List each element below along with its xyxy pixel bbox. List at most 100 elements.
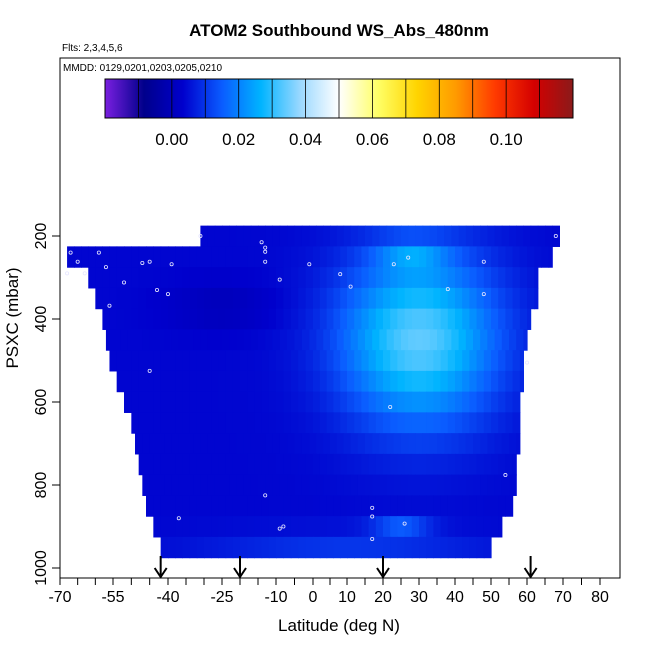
- heatmap-cell: [426, 536, 434, 559]
- heatmap-cell: [211, 495, 219, 517]
- heatmap-cell: [279, 474, 288, 496]
- heatmap-cell: [182, 516, 191, 538]
- heatmap-cell: [361, 246, 370, 268]
- heatmap-cell: [222, 433, 230, 455]
- heatmap-cell: [483, 287, 492, 310]
- latitude-arrow: [153, 556, 168, 579]
- heatmap-cell: [175, 246, 183, 268]
- heatmap-cell: [404, 536, 413, 559]
- heatmap-cell: [397, 350, 406, 372]
- heatmap-cell: [365, 225, 373, 247]
- heatmap-cell: [437, 329, 445, 351]
- heatmap-cell: [309, 433, 317, 455]
- heatmap-cell: [283, 412, 292, 434]
- heatmap-cell: [131, 267, 140, 289]
- heatmap-cell: [491, 391, 499, 413]
- sample-point: [406, 255, 411, 260]
- sample-point: [370, 536, 375, 541]
- heatmap-cell: [354, 516, 362, 538]
- heatmap-cell: [261, 308, 270, 330]
- heatmap-cell: [323, 433, 331, 455]
- colorbar-tick-label: 0.00: [155, 130, 188, 149]
- heatmap-cell: [313, 412, 321, 434]
- heatmap-cell: [516, 329, 524, 351]
- heatmap-cell: [305, 391, 314, 413]
- heatmap-cell: [433, 536, 442, 559]
- heatmap-cell: [462, 536, 470, 559]
- heatmap-cell: [265, 225, 273, 247]
- heatmap-cell: [189, 308, 198, 330]
- sample-point: [176, 516, 181, 521]
- heatmap-cell: [204, 495, 212, 517]
- heatmap-cell: [196, 391, 205, 413]
- heatmap-cell: [411, 536, 420, 559]
- latitude-arrow: [233, 556, 247, 579]
- heatmap-cell: [455, 412, 463, 434]
- heatmap-cell: [527, 308, 532, 330]
- heatmap-cell: [240, 350, 248, 372]
- heatmap-cell: [491, 516, 499, 538]
- heatmap-cell: [333, 412, 341, 434]
- heatmap-cell: [236, 474, 245, 496]
- heatmap-cell: [458, 225, 467, 247]
- heatmap-cell: [426, 516, 434, 538]
- heatmap-cell: [240, 308, 248, 330]
- heatmap-cell: [261, 536, 270, 559]
- heatmap-cell: [469, 495, 478, 517]
- heatmap-cell: [283, 516, 292, 538]
- heatmap-cell: [512, 370, 521, 393]
- heatmap-cell: [483, 495, 492, 517]
- heatmap-cell: [168, 287, 176, 310]
- heatmap-cell: [247, 495, 255, 517]
- heatmap-cell: [469, 287, 478, 310]
- heatmap-cell: [455, 350, 463, 372]
- heatmap-cell: [236, 433, 245, 455]
- heatmap-cell: [323, 329, 331, 351]
- heatmap-cell: [354, 370, 362, 393]
- heatmap-cell: [254, 536, 263, 559]
- heatmap-cell: [336, 329, 345, 351]
- heatmap-cell: [455, 495, 463, 517]
- x-tick-label: 60: [518, 589, 536, 606]
- heatmap-cell: [254, 308, 263, 330]
- heatmap-cell: [440, 453, 449, 476]
- heatmap-cell: [347, 287, 355, 310]
- heatmap-cell: [462, 308, 470, 330]
- heatmap-cell: [240, 453, 248, 476]
- heatmap-cell: [390, 495, 398, 517]
- heatmap-cell: [447, 246, 456, 268]
- heatmap-cell: [294, 433, 303, 455]
- heatmap-cell: [160, 495, 169, 517]
- heatmap-cell: [411, 495, 420, 517]
- heatmap-cell: [261, 287, 270, 310]
- heatmap-cell: [175, 453, 183, 476]
- heatmap-cell: [138, 246, 147, 268]
- heatmap-cell: [447, 516, 456, 538]
- heatmap-cell: [116, 246, 125, 268]
- heatmap-cell: [287, 474, 296, 496]
- heatmap-cell: [408, 225, 416, 247]
- heatmap-cell: [440, 495, 449, 517]
- heatmap-cell: [116, 350, 125, 372]
- heatmap-cell: [512, 453, 517, 476]
- heatmap-cell: [225, 495, 234, 517]
- heatmap-cell: [462, 267, 470, 289]
- heatmap-cell: [383, 287, 391, 310]
- heatmap-cell: [340, 246, 348, 268]
- heatmap-cell: [225, 516, 234, 538]
- heatmap-cell: [232, 308, 241, 330]
- heatmap-cell: [250, 433, 259, 455]
- heatmap-cell: [211, 287, 219, 310]
- heatmap-cell: [512, 287, 521, 310]
- heatmap-cell: [160, 308, 169, 330]
- heatmap-cell: [368, 308, 377, 330]
- heatmap-cell: [491, 412, 499, 434]
- heatmap-cell: [258, 329, 266, 351]
- heatmap-cell: [207, 329, 216, 351]
- heatmap-cell: [505, 246, 514, 268]
- heatmap-cell: [131, 350, 140, 372]
- heatmap-cell: [476, 536, 485, 559]
- x-tick-label: 70: [554, 589, 572, 606]
- heatmap-cell: [383, 350, 391, 372]
- heatmap-cell: [501, 329, 510, 351]
